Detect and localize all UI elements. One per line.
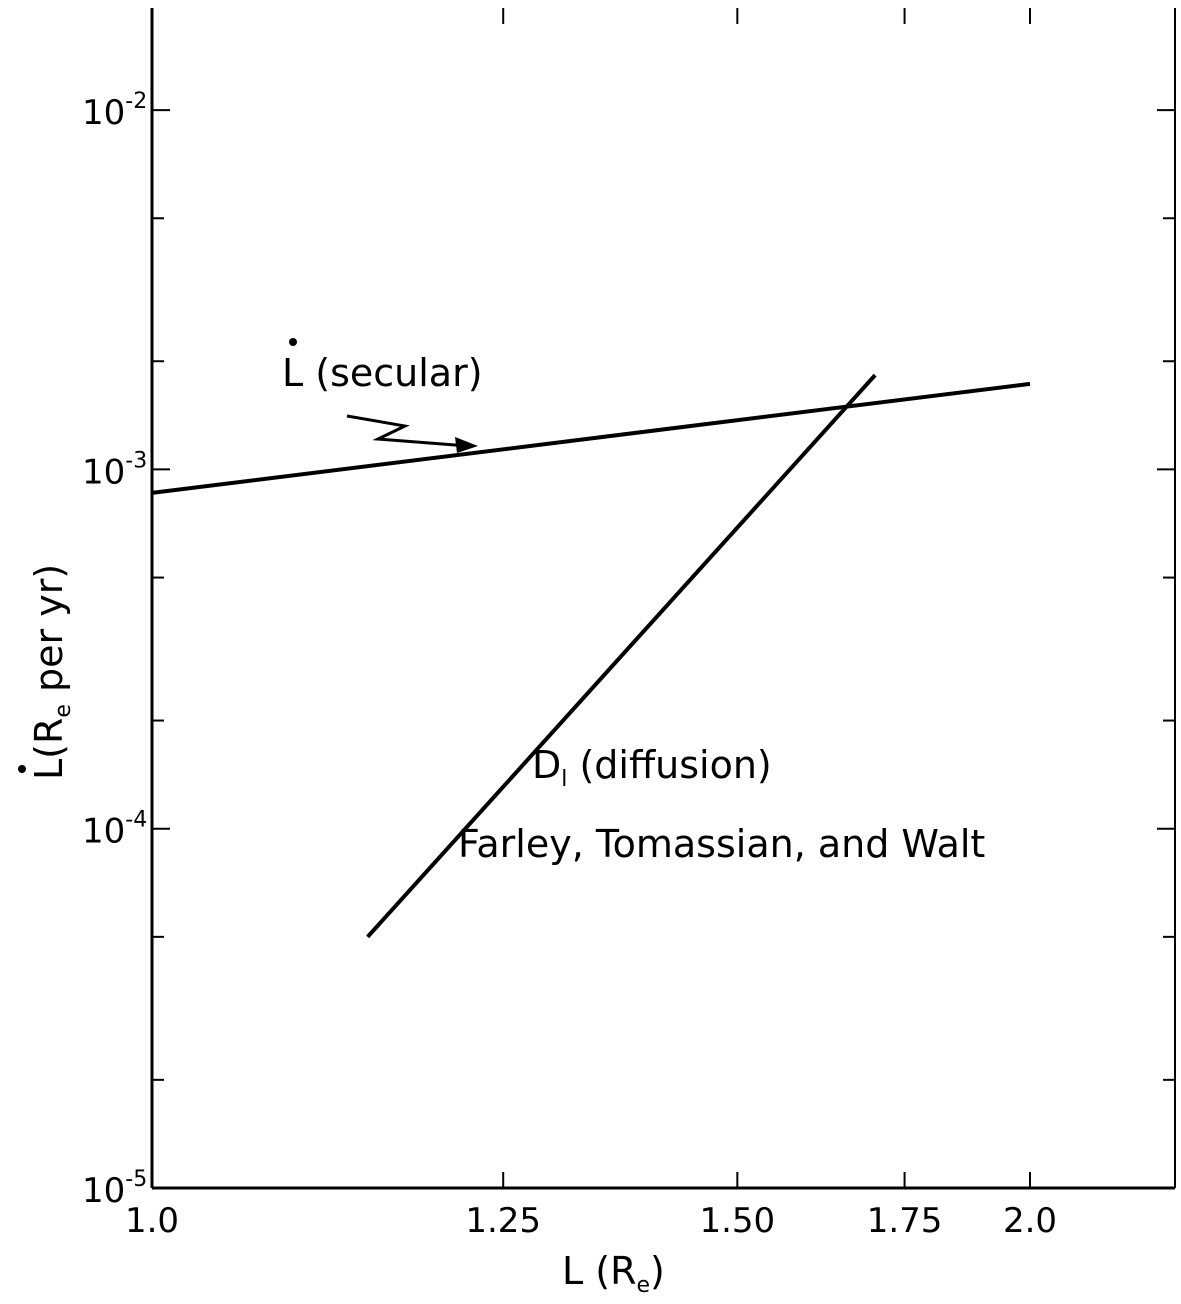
secular-arrow [346,414,469,448]
x-axis-label: L (Re) [562,1249,665,1298]
x-tick-label: 1.50 [699,1201,775,1241]
diffusion-series-line [366,373,877,939]
y-axis-label: L(Re per yr) [27,564,76,780]
authors-label: Farley, Tomassian, and Walt [458,822,985,866]
y-tick-label: 10-4 [82,808,147,852]
y-tick-label: 10-3 [82,448,147,492]
x-tick-label: 1.25 [465,1201,541,1241]
diffusion-label: Dl (diffusion) [532,743,772,792]
secular-label: L (secular) [282,351,483,395]
x-tick-label: 2.0 [1003,1201,1057,1241]
ticks: 1.0 1.25 1.50 1.75 2.0 10-5 10-4 10-3 10-2 [82,8,1175,1241]
x-tick-label: 1.75 [867,1201,943,1241]
y-label-dot [18,765,26,773]
y-tick-label: 10-2 [82,89,147,133]
y-tick-label: 10-5 [82,1167,147,1211]
secular-arrow-head [455,437,478,453]
secular-series-line [151,381,1031,495]
x-tick-label: 1.0 [125,1201,179,1241]
secular-label-dot [289,338,297,346]
series-group [151,373,1031,939]
y-axis-label-group: L(Re per yr) [18,564,76,780]
plot-frame [150,8,1176,1190]
